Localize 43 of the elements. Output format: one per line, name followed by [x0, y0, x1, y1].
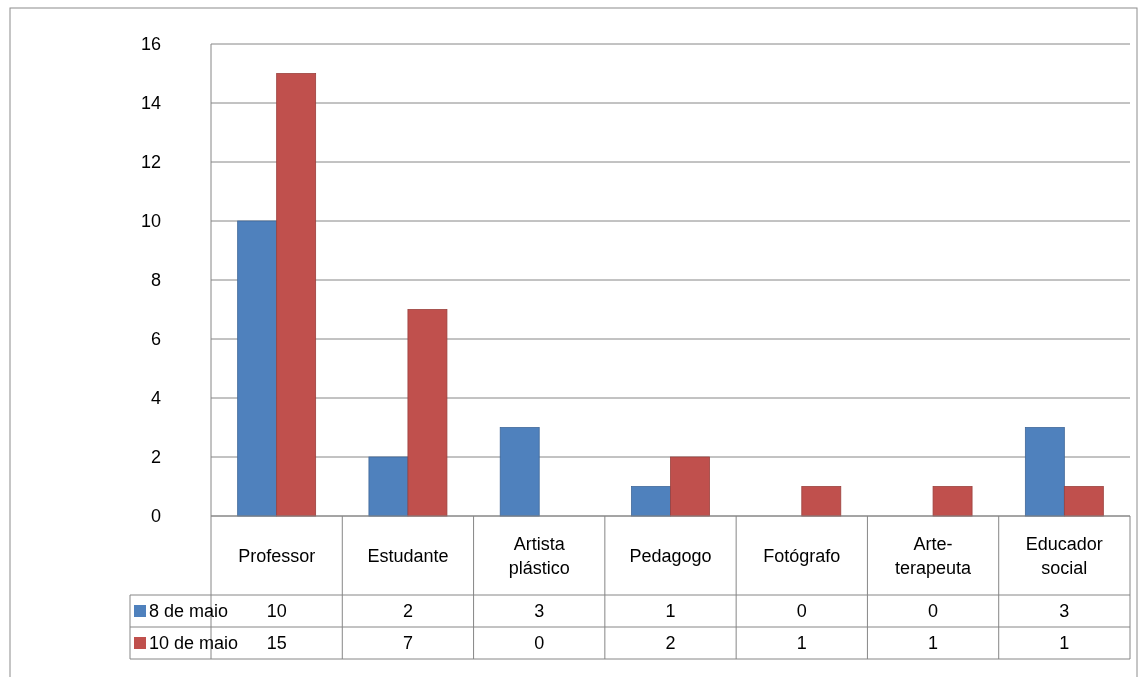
y-tick-label: 12: [140, 152, 161, 173]
bar: [801, 486, 842, 517]
y-tick-label: 8: [150, 270, 161, 291]
y-tick-label: 14: [140, 93, 161, 114]
legend-label: 8 de maio: [149, 601, 229, 622]
data-label: 1: [796, 633, 807, 654]
y-tick-label: 0: [150, 506, 161, 527]
bar: [368, 456, 409, 517]
data-label: 10: [266, 601, 287, 622]
data-label: 0: [928, 601, 939, 622]
bar: [1063, 486, 1104, 517]
data-label: 2: [402, 601, 413, 622]
data-label: 2: [665, 633, 676, 654]
bar: [932, 486, 973, 517]
data-label: 1: [665, 601, 676, 622]
bar: [670, 456, 710, 517]
x-tick-label: Professor: [238, 545, 316, 566]
x-tick-label: Educador social: [1025, 533, 1103, 578]
bar: [237, 220, 278, 517]
data-label: 0: [534, 633, 545, 654]
data-label: 1: [928, 633, 939, 654]
y-tick-label: 6: [150, 329, 161, 350]
data-label: 0: [796, 601, 807, 622]
legend-label: 10 de maio: [149, 633, 239, 654]
bar: [631, 486, 671, 517]
x-tick-label: Artista plástico: [508, 533, 570, 578]
y-tick-label: 4: [150, 388, 161, 409]
x-tick-label: Pedagogo: [629, 545, 712, 566]
y-tick-label: 16: [140, 34, 161, 55]
data-label: 3: [534, 601, 545, 622]
data-label: 7: [402, 633, 413, 654]
x-tick-label: Arte-terapeuta: [895, 533, 973, 578]
bar: [1024, 427, 1065, 517]
bar: [276, 73, 317, 517]
bar: [407, 309, 448, 517]
data-label: 3: [1059, 601, 1070, 622]
y-tick-label: 10: [140, 211, 161, 232]
data-label: 1: [1059, 633, 1070, 654]
x-tick-label: Estudante: [367, 545, 449, 566]
y-tick-label: 2: [150, 447, 161, 468]
data-label: 15: [266, 633, 287, 654]
bar: [499, 427, 540, 517]
x-tick-label: Fotógrafo: [763, 545, 841, 566]
